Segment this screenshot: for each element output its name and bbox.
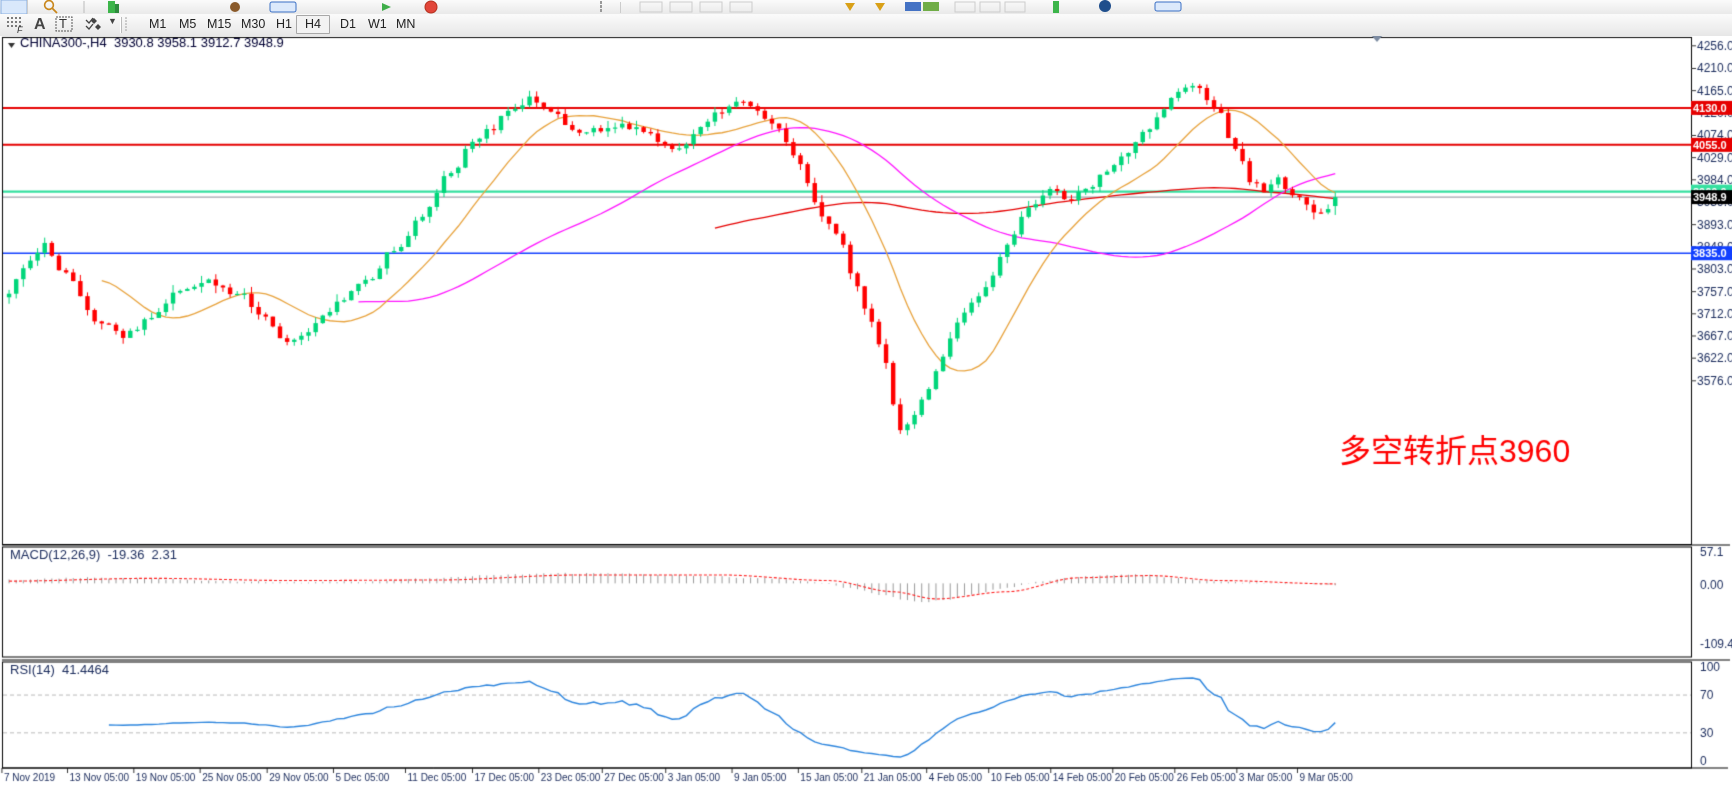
svg-text:T: T bbox=[59, 16, 67, 31]
